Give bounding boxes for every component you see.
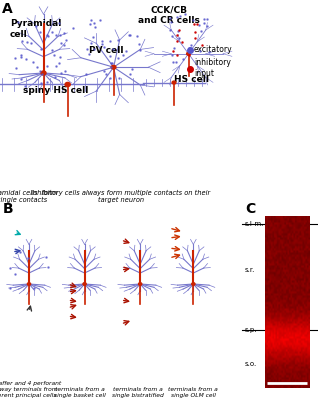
Text: C: C	[245, 202, 256, 216]
Circle shape	[172, 81, 176, 84]
Circle shape	[111, 65, 116, 69]
Legend: excitatory, inhibitory
input: excitatory, inhibitory input	[184, 42, 235, 81]
Text: HS cell: HS cell	[174, 75, 209, 84]
Text: terminals from a
single bistratified: terminals from a single bistratified	[112, 387, 164, 398]
Circle shape	[187, 52, 190, 55]
Text: s.o.: s.o.	[245, 361, 257, 367]
Text: s.p.: s.p.	[245, 327, 257, 333]
Text: Pyramidal
cell: Pyramidal cell	[10, 19, 61, 38]
Text: terminals from a
single OLM cell: terminals from a single OLM cell	[169, 387, 218, 398]
Text: s.r.: s.r.	[245, 267, 255, 273]
Text: terminals from a
single basket cell: terminals from a single basket cell	[54, 387, 106, 398]
Text: pyramidal cells  form
single contacts: pyramidal cells form single contacts	[0, 190, 57, 203]
Text: spiny HS cell: spiny HS cell	[23, 86, 88, 95]
Text: PV cell: PV cell	[89, 46, 124, 55]
Circle shape	[27, 283, 31, 285]
Circle shape	[41, 71, 46, 75]
Text: A: A	[3, 2, 13, 16]
Circle shape	[139, 283, 142, 285]
Text: CCK/CB
and CR cells: CCK/CB and CR cells	[138, 6, 200, 25]
Text: 6 Schaffer and 4 perforant
pathway terminals from
different principal cells: 6 Schaffer and 4 perforant pathway termi…	[0, 382, 61, 398]
Text: inhibitory cells always form multiple contacts on their
target neuron: inhibitory cells always form multiple co…	[31, 190, 211, 203]
Text: B: B	[3, 202, 13, 216]
Circle shape	[83, 283, 86, 285]
Text: s.l-m.: s.l-m.	[245, 221, 264, 227]
Circle shape	[192, 283, 195, 285]
Circle shape	[65, 82, 70, 86]
